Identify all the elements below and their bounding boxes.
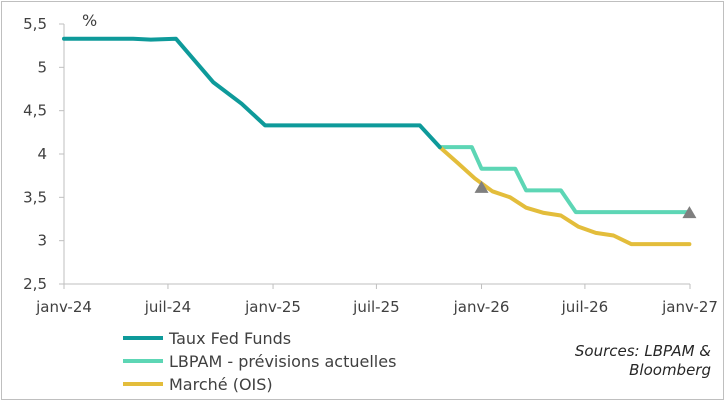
series-line-2 [437, 145, 692, 247]
forecast-marker-1 [682, 206, 697, 219]
source-line-1: Sources: LBPAM & [575, 342, 711, 360]
forecast-markers [474, 180, 697, 219]
y-tick-label: 5,5 [23, 15, 47, 33]
x-tick-label: janv-24 [35, 298, 92, 316]
x-tick-label: juil-26 [561, 298, 609, 316]
sources-note: Sources: LBPAM & Bloomberg [575, 342, 711, 379]
y-unit-label: % [82, 11, 97, 30]
y-tick-label: 3,5 [23, 188, 47, 206]
y-tick-label: 4,5 [23, 102, 47, 120]
y-tick-label: 3 [37, 232, 47, 250]
y-tick-label: 4 [37, 145, 47, 163]
x-tick-label: juil-24 [144, 298, 192, 316]
y-tick-label: 5 [37, 58, 47, 76]
legend: Taux Fed Funds LBPAM - prévisions actuell… [123, 329, 396, 394]
x-tick-labels: janv-24 juil-24 janv-25 juil-25 janv-26 juil-… [35, 284, 718, 316]
x-tick-label: janv-26 [453, 298, 510, 316]
x-tick-label: juil-25 [352, 298, 400, 316]
forecast-marker-0 [474, 180, 489, 193]
y-tick-labels: 5,5 5 4,5 4 3,5 3 2,5 [23, 15, 64, 293]
y-tick-label: 2,5 [23, 275, 47, 293]
legend-label-1: LBPAM - prévisions actuelles [169, 352, 396, 371]
legend-label-0: Taux Fed Funds [168, 329, 291, 348]
axes [63, 24, 690, 285]
legend-label-2: Marché (OIS) [169, 375, 273, 394]
x-tick-label: janv-27 [661, 298, 718, 316]
series-lines [62, 36, 692, 247]
series-line-1 [437, 145, 692, 215]
x-tick-label: janv-25 [244, 298, 301, 316]
source-line-2: Bloomberg [629, 361, 711, 379]
series-line-0 [62, 36, 442, 150]
